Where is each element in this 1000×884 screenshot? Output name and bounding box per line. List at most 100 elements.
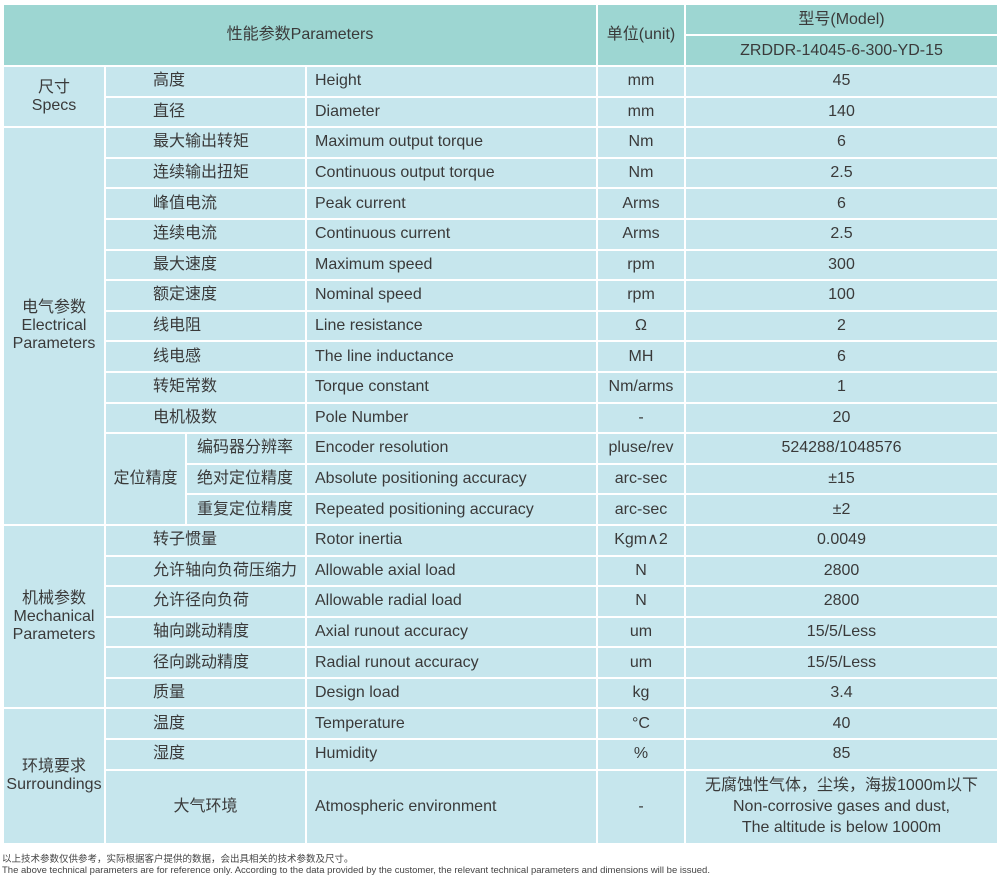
param-value: 1 [686,372,997,402]
param-value: 140 [686,97,997,127]
table-row: 重复定位精度 Repeated positioning accuracy arc-s… [4,495,997,524]
param-value: 15/5/Less [686,617,997,647]
param-cn: 编码器分辨率 [187,434,305,463]
param-value: ±2 [686,495,997,524]
param-value: 300 [686,250,997,280]
table-row: 最大速度 Maximum speed rpm 300 [4,250,997,280]
param-cn: 连续电流 [106,219,305,249]
param-en: Peak current [307,189,596,218]
param-unit: kg [598,678,684,708]
param-cn: 直径 [106,97,305,127]
param-unit: % [598,740,684,769]
param-en: Repeated positioning accuracy [307,495,596,524]
param-value: 2 [686,311,997,341]
param-value: 2800 [686,587,997,616]
category-cell: 机械参数 Mechanical Parameters [4,525,104,708]
table-row: 径向跳动精度 Radial runout accuracy um 15/5/Less [4,648,997,677]
category-cell: 电气参数 Electrical Parameters [4,128,104,524]
param-unit: N [598,587,684,616]
param-unit: um [598,617,684,647]
param-en: Diameter [307,97,596,127]
line: Mechanical [13,607,95,625]
param-cn: 径向跳动精度 [106,648,305,677]
param-en: Maximum output torque [307,128,596,157]
table-row: 电气参数 Electrical Parameters 最大输出转矩 Maximum ou… [4,128,997,524]
param-value: 524288/1048576 [686,434,997,463]
param-unit: rpm [598,250,684,280]
param-cn: 轴向跳动精度 [106,617,305,647]
param-en: Torque constant [307,372,596,402]
param-unit: arc-sec [598,464,684,494]
table-row: 线电阻 Line resistance Ω 2 [4,311,997,341]
param-en: Temperature [307,709,596,739]
param-en: Allowable axial load [307,556,596,586]
param-value: 2800 [686,556,997,586]
param-unit: N [598,556,684,586]
table-row: 湿度 Humidity% 85 [4,740,997,769]
table-row: 直径 Diameter mm 140 [4,97,997,127]
line: 电气参数 [21,299,86,317]
parameters-header: 性能参数Parameters [4,5,596,65]
table-row: 峰值电流 Peak current Arms 6 [4,189,997,218]
param-unit: um [598,648,684,677]
param-unit: Arms [598,189,684,218]
param-unit: arc-sec [598,495,684,524]
param-cn: 转矩常数 [106,372,305,402]
table-row: 大气环境 Atmospheric environment - 无腐蚀性气体，尘埃，海拔… [4,770,997,843]
table-row: 额定速度 Nominal speed rpm 100 [4,281,997,310]
group-cell: 定位精度 [106,434,185,524]
table-row: 电机极数 Pole Number -20 [4,403,997,433]
param-en: Radial runout accuracy [307,648,596,677]
param-value: 3.4 [686,678,997,708]
param-value: 0.0049 [686,525,997,555]
param-value: 2.5 [686,158,997,188]
table-row: 连续输出扭矩 Continuous output torque Nm 2.5 [4,158,997,188]
param-cn: 最大输出转矩 [106,128,305,157]
param-cn: 连续输出扭矩 [106,158,305,188]
param-cn: 允许径向负荷 [106,587,305,616]
param-en: Pole Number [307,403,596,433]
table-row: 转矩常数 Torque constant Nm/arms 1 [4,372,997,402]
line: 无腐蚀性气体，尘埃，海拔1000m以下 [705,777,978,795]
param-unit: Nm [598,128,684,157]
param-cn: 温度 [106,709,305,739]
model-value: ZRDDR-14045-6-300-YD-15 [686,36,997,65]
param-en: Absolute positioning accuracy [307,464,596,494]
table-row: 线电感 The line inductance MH 6 [4,342,997,371]
table-row: 允许轴向负荷压缩力 Allowable axial load N 2800 [4,556,997,586]
param-en: Design load [307,678,596,708]
param-en: Rotor inertia [307,525,596,555]
param-value: 无腐蚀性气体，尘埃，海拔1000m以下 Non-corrosive gases a… [686,770,997,843]
line: Non-corrosive gases and dust, [733,798,950,816]
line: Parameters [12,625,96,643]
category-cell: 环境要求 Surroundings [4,709,104,843]
param-value: 100 [686,281,997,310]
line: Parameters [12,335,96,353]
line: 环境要求 [21,758,86,776]
param-unit: - [598,770,684,843]
param-en: Axial runout accuracy [307,617,596,647]
table-row: 环境要求 Surroundings 温度 Temperature °C 40 [4,709,997,843]
param-cn: 线电阻 [106,311,305,341]
param-value: ±15 [686,464,997,494]
param-value: 6 [686,189,997,218]
param-value: 6 [686,342,997,371]
param-en: Maximum speed [307,250,596,280]
param-cn: 质量 [106,678,305,708]
param-en: Atmospheric environment [307,770,596,843]
param-cn: 重复定位精度 [187,495,305,524]
line: Specs [31,96,77,114]
param-value: 15/5/Less [686,648,997,677]
param-cn: 湿度 [106,740,305,769]
table-row: 机械参数 Mechanical Parameters 转子惯量 Rotor inerti… [4,525,997,708]
param-unit: Arms [598,219,684,249]
param-value: 20 [686,403,997,433]
param-unit: Kgm∧2 [598,525,684,555]
table-row: 允许径向负荷 Allowable radial load N 2800 [4,587,997,616]
table-row: 绝对定位精度 Absolute positioning accuracy arc-s… [4,464,997,494]
param-en: The line inductance [307,342,596,371]
line: The altitude is below 1000m [741,819,942,837]
param-cn: 绝对定位精度 [187,464,305,494]
footnote-cn: 以上技术参数仅供参考，实际根据客户提供的数据，会出具相关的技术参数及尺寸。 [2,854,354,865]
param-en: Continuous output torque [307,158,596,188]
